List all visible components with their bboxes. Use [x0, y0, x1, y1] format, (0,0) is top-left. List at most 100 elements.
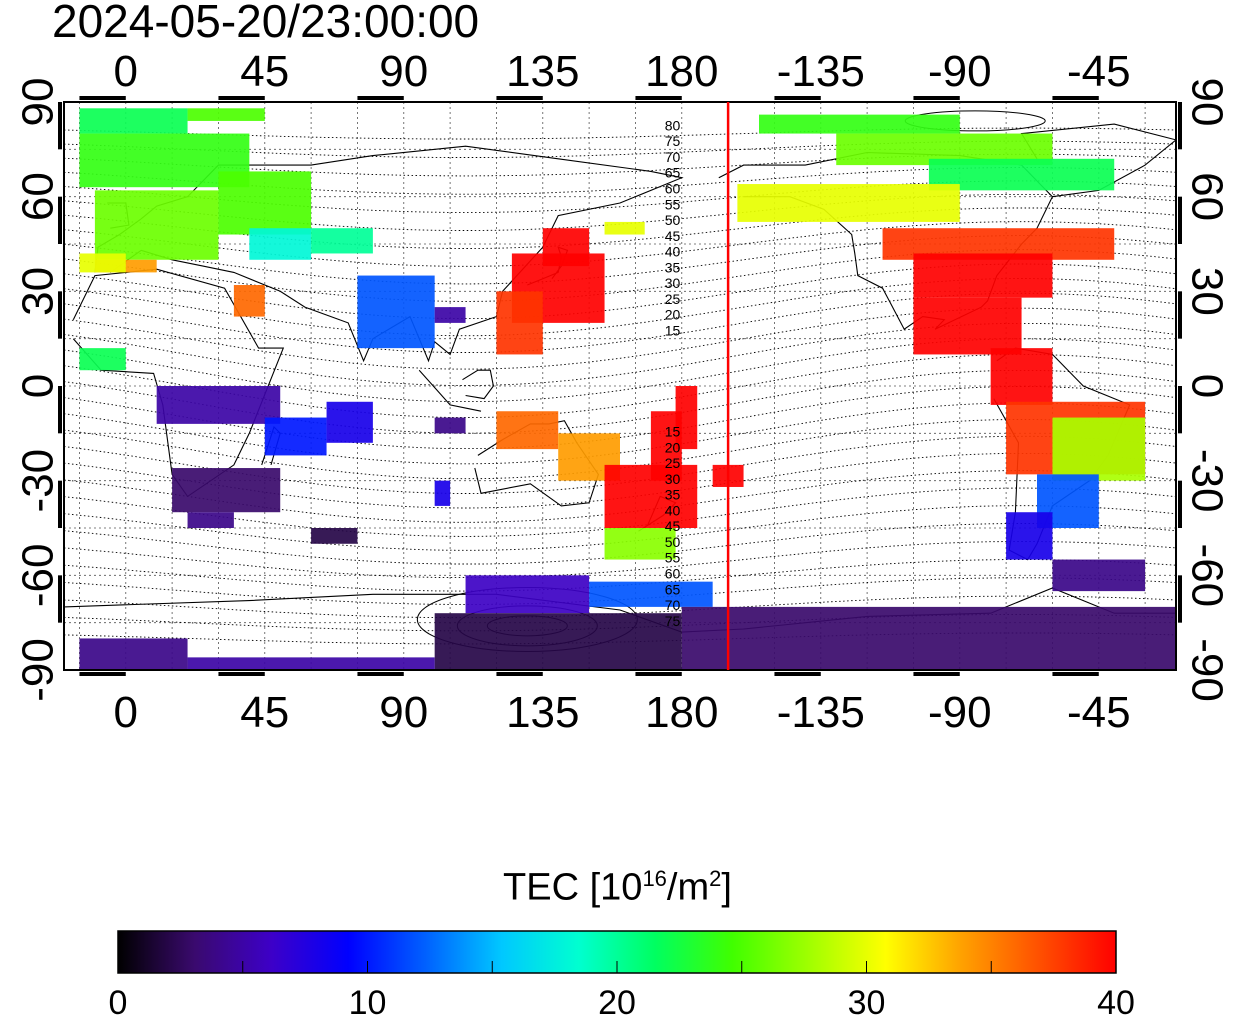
left-latitude-label: -90 — [14, 638, 63, 702]
tec-patch — [1052, 559, 1146, 592]
right-latitude-label: -90 — [1183, 638, 1232, 702]
magnetic-latitude-line — [64, 470, 1176, 523]
tec-patch — [156, 386, 281, 424]
tec-patch — [589, 581, 713, 607]
frame-tick-top — [913, 96, 960, 100]
timestamp-title: 2024-05-20/23:00:00 — [52, 0, 480, 47]
right-latitude-label: -30 — [1183, 449, 1232, 513]
colorbar-minor-ticks — [117, 961, 1117, 973]
magnetic-latitude-label: 45 — [665, 228, 681, 244]
tec-patch — [357, 275, 435, 349]
tec-patch — [737, 184, 960, 222]
magnetic-latitude-line — [64, 369, 1176, 434]
tec-patch — [1052, 417, 1146, 481]
tec-patch — [434, 417, 466, 434]
magnetic-latitude-label: 75 — [665, 133, 681, 149]
top-longitude-label: -45 — [1067, 47, 1131, 96]
tec-patch — [326, 401, 373, 443]
map-frame — [63, 101, 1177, 671]
frame-tick-bottom — [913, 672, 960, 676]
frame-tick-bottom — [1052, 672, 1099, 676]
tec-patch — [94, 190, 219, 260]
tec-patch — [434, 307, 466, 323]
frame-tick-top — [357, 96, 404, 100]
magnetic-latitude-label: 15 — [665, 423, 681, 439]
tec-patch — [990, 348, 1053, 405]
frame-tick-bottom — [357, 672, 404, 676]
tec-patch — [218, 171, 312, 235]
map-plot-area — [64, 102, 1176, 670]
tec-patch — [187, 657, 435, 670]
colorbar-tick-label: 40 — [1097, 984, 1135, 1022]
frame-tick-top — [79, 96, 126, 100]
tec-patch — [496, 291, 543, 355]
magnetic-latitude-label: 55 — [665, 196, 681, 212]
frame-tick-top — [218, 96, 265, 100]
frame-tick-left — [58, 480, 62, 528]
left-latitude-label: -60 — [14, 544, 63, 608]
bottom-longitude-label: 90 — [379, 688, 428, 737]
magnetic-latitude-label: 35 — [665, 487, 681, 503]
magnetic-latitude-label: 25 — [665, 291, 681, 307]
right-latitude-label: -60 — [1183, 544, 1232, 608]
bottom-longitude-label: -135 — [777, 688, 865, 737]
frame-tick-top — [496, 96, 543, 100]
tec-patch — [187, 512, 234, 528]
tec-patch — [187, 108, 265, 121]
frame-tick-right — [1178, 575, 1182, 623]
top-longitude-label: 90 — [379, 47, 428, 96]
tec-patch — [465, 575, 590, 614]
top-longitude-label: 0 — [114, 47, 138, 96]
tec-patch — [249, 228, 312, 260]
coastline — [72, 268, 285, 498]
coastline — [462, 369, 494, 400]
magnetic-latitude-label: 60 — [665, 181, 681, 197]
tec-patch — [79, 108, 188, 134]
frame-tick-right — [1178, 291, 1182, 339]
magnetic-latitude-label: 50 — [665, 212, 681, 228]
magnetic-latitude-label: 25 — [665, 455, 681, 471]
right-latitude-label: 30 — [1183, 267, 1232, 316]
magnetic-latitude-label: 20 — [665, 439, 681, 455]
tec-patch — [759, 114, 960, 134]
bottom-longitude-label: 45 — [240, 688, 289, 737]
magnetic-latitude-line — [64, 541, 1176, 579]
tec-data-patches — [79, 108, 1176, 670]
tec-patch — [434, 613, 682, 670]
bottom-longitude-label: -45 — [1067, 688, 1131, 737]
tec-patch — [913, 297, 1022, 355]
tec-patch — [311, 228, 373, 254]
magnetic-latitude-line — [64, 354, 1176, 418]
top-longitude-label: 180 — [645, 47, 718, 96]
frame-tick-right — [1178, 102, 1182, 150]
magnetic-latitude-label: 50 — [665, 534, 681, 550]
frame-tick-bottom — [79, 672, 126, 676]
bottom-longitude-label: 135 — [506, 688, 579, 737]
frame-ticks — [58, 96, 1182, 676]
frame-tick-top — [1052, 96, 1099, 100]
colorbar-label: TEC [1016/m2] — [503, 866, 732, 909]
magnetic-latitude-line — [64, 153, 1176, 177]
magnetic-latitude-line — [64, 338, 1176, 403]
magnetic-latitude-label: 30 — [665, 275, 681, 291]
frame-tick-right — [1178, 196, 1182, 244]
left-latitude-label: 30 — [14, 267, 63, 316]
magnetic-latitude-line — [64, 452, 1176, 509]
tec-patch — [79, 638, 188, 670]
left-latitude-label: 0 — [14, 374, 63, 398]
magnetic-latitude-label: 70 — [665, 149, 681, 165]
top-longitude-label: -90 — [928, 47, 992, 96]
colorbar-tick-label: 30 — [847, 984, 886, 1022]
magnetic-latitude-label: 60 — [665, 565, 681, 581]
tec-patch — [233, 285, 265, 317]
magnetic-latitude-label: 30 — [665, 471, 681, 487]
tec-patch — [264, 417, 327, 456]
tec-patch — [172, 468, 281, 513]
tec-patch — [604, 528, 676, 560]
tec-patch — [496, 411, 559, 450]
magnetic-latitude-label: 45 — [665, 518, 681, 534]
right-latitude-label: 60 — [1183, 172, 1232, 221]
magnetic-latitude-label: 40 — [665, 244, 681, 260]
top-longitude-label: 135 — [506, 47, 579, 96]
